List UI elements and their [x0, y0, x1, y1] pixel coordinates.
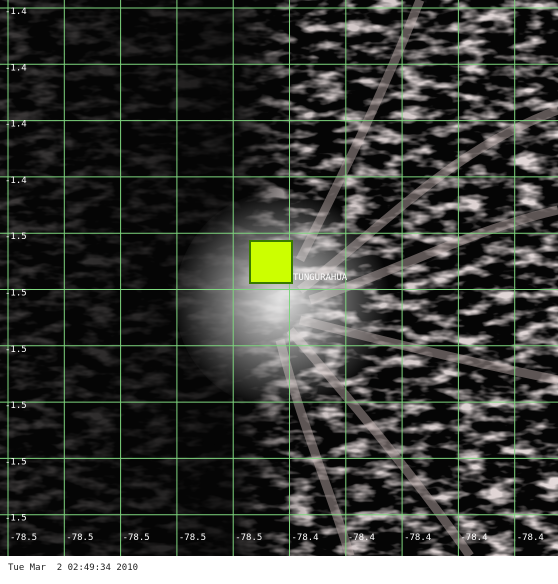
summit-glow: [175, 190, 395, 410]
lat-label: -1.5: [5, 514, 27, 524]
lon-label: -78.4: [292, 533, 319, 543]
lat-label: -1.4: [5, 63, 27, 73]
lat-label: -1.5: [5, 457, 27, 467]
lon-label: -78.5: [235, 533, 262, 543]
volcano-marker[interactable]: [249, 240, 293, 284]
lon-label: -78.5: [66, 533, 93, 543]
lat-label: -1.5: [5, 289, 27, 299]
lat-label: -1.4: [5, 120, 27, 130]
lat-label: -1.4: [5, 7, 27, 17]
lat-label: -1.5: [5, 401, 27, 411]
grid: [0, 0, 558, 556]
lon-label: -78.4: [460, 533, 487, 543]
lon-label: -78.5: [10, 533, 37, 543]
lon-label: -78.4: [348, 533, 375, 543]
lat-label: -1.4: [5, 176, 27, 186]
lon-label: -78.5: [179, 533, 206, 543]
lon-label: -78.4: [404, 533, 431, 543]
map: TUNGURAHUA -1.4 -1.4 -1.4 -1.4 -1.5 -1.5 -1.5 -…: [0, 0, 558, 556]
lon-label: -78.4: [517, 533, 544, 543]
lon-label: -78.5: [123, 533, 150, 543]
timestamp: Tue Mar 2 02:49:34 2010: [8, 563, 139, 573]
lat-label: -1.5: [5, 232, 27, 242]
lat-label: -1.5: [5, 345, 27, 355]
marker-label: TUNGURAHUA: [293, 273, 348, 283]
